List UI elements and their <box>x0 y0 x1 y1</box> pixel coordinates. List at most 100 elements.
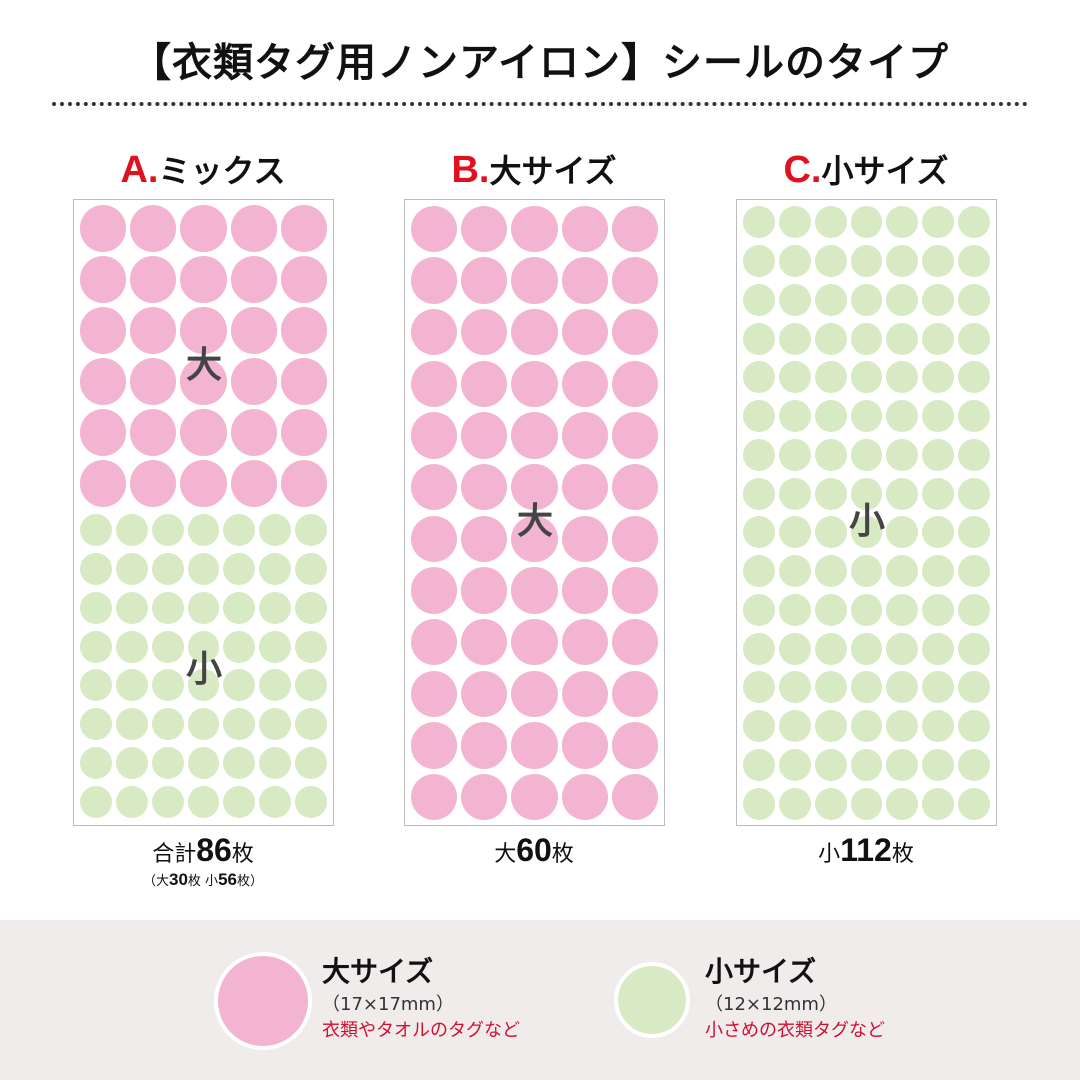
small-sticker <box>922 206 955 239</box>
large-sticker <box>611 360 658 407</box>
large-sticker <box>611 309 658 356</box>
small-sticker <box>259 785 292 818</box>
large-sticker <box>561 257 608 304</box>
small-sticker <box>295 630 327 663</box>
large-sticker <box>461 670 508 717</box>
small-sticker <box>922 400 955 433</box>
small-sticker <box>743 671 775 704</box>
large-sticker <box>611 464 658 511</box>
large-sticker <box>561 309 608 356</box>
small-sticker <box>778 283 811 316</box>
small-sticker <box>778 593 811 626</box>
large-sticker <box>461 205 508 252</box>
large-sticker <box>511 412 558 459</box>
count-prefix: 合計 <box>152 842 197 867</box>
small-sticker <box>814 361 847 394</box>
small-sticker <box>295 591 327 624</box>
small-sticker <box>958 748 990 781</box>
large-mark: 大 <box>185 345 223 386</box>
large-sticker <box>230 358 277 405</box>
large-sticker <box>230 205 277 252</box>
small-sticker <box>743 361 775 394</box>
small-sticker <box>886 322 919 355</box>
large-sticker <box>130 256 177 303</box>
small-sticker <box>850 710 883 743</box>
small-mark: 小 <box>848 501 886 542</box>
small-sticker <box>743 322 775 355</box>
small-sticker <box>223 746 256 779</box>
large-sticker <box>80 460 127 507</box>
large-sticker <box>461 464 508 511</box>
small-sticker <box>814 516 847 549</box>
small-sticker <box>259 514 292 547</box>
small-sticker <box>259 669 292 702</box>
large-sticker <box>611 567 658 614</box>
small-sticker <box>295 785 327 818</box>
large-sticker <box>411 567 458 614</box>
small-sticker <box>922 632 955 665</box>
small-sticker <box>151 630 184 663</box>
dotted-divider <box>52 102 1028 106</box>
large-sticker <box>80 358 127 405</box>
large-sticker <box>230 307 277 354</box>
large-sticker <box>411 257 458 304</box>
large-sticker <box>80 256 127 303</box>
small-sticker <box>958 710 990 743</box>
count-value: 86 <box>196 832 232 868</box>
small-sticker <box>80 669 112 702</box>
bd-text: 枚 小 <box>187 874 219 889</box>
bd-small: 56 <box>218 870 237 889</box>
large-sticker <box>280 256 327 303</box>
large-sticker <box>280 358 327 405</box>
small-sticker <box>115 785 148 818</box>
large-sticker <box>611 257 658 304</box>
small-sticker <box>223 591 256 624</box>
small-sticker <box>814 555 847 588</box>
small-sticker <box>743 748 775 781</box>
large-sticker <box>461 515 508 562</box>
large-sticker <box>561 670 608 717</box>
large-sticker <box>511 670 558 717</box>
type-name: 大サイズ <box>489 152 617 190</box>
large-sticker <box>130 205 177 252</box>
small-sticker <box>187 669 220 702</box>
type-letter: A. <box>120 149 159 191</box>
type-name: ミックス <box>158 152 286 190</box>
large-sticker <box>511 515 558 562</box>
small-sticker <box>850 516 883 549</box>
large-sticker <box>561 722 608 769</box>
large-sticker <box>130 307 177 354</box>
large-sticker <box>180 256 227 303</box>
small-sticker <box>850 361 883 394</box>
small-sticker <box>958 516 990 549</box>
small-sticker <box>259 630 292 663</box>
small-sticker <box>814 322 847 355</box>
legend-use: 衣類やタオルのタグなど <box>322 1020 520 1041</box>
small-sticker <box>814 710 847 743</box>
small-sticker <box>922 748 955 781</box>
small-sticker <box>778 671 811 704</box>
small-sticker <box>958 787 990 820</box>
small-sticker <box>151 553 184 586</box>
small-sticker <box>922 438 955 471</box>
small-sticker <box>80 514 112 547</box>
count-unit: 枚 <box>551 842 574 867</box>
large-sticker <box>561 464 608 511</box>
large-sticker <box>561 360 608 407</box>
large-sticker <box>561 205 608 252</box>
small-sticker <box>778 748 811 781</box>
small-sticker <box>922 283 955 316</box>
type-name: 小サイズ <box>821 152 949 190</box>
legend-use: 小さめの衣類タグなど <box>705 1020 885 1041</box>
small-sticker <box>922 593 955 626</box>
large-sticker <box>280 205 327 252</box>
type-a-heading: A.ミックス <box>73 146 333 192</box>
small-sticker <box>886 400 919 433</box>
large-sticker <box>411 722 458 769</box>
large-sticker <box>461 619 508 666</box>
large-sticker <box>411 412 458 459</box>
small-sticker <box>115 553 148 586</box>
small-sticker <box>850 206 883 239</box>
small-sticker <box>814 245 847 278</box>
small-sticker <box>151 669 184 702</box>
